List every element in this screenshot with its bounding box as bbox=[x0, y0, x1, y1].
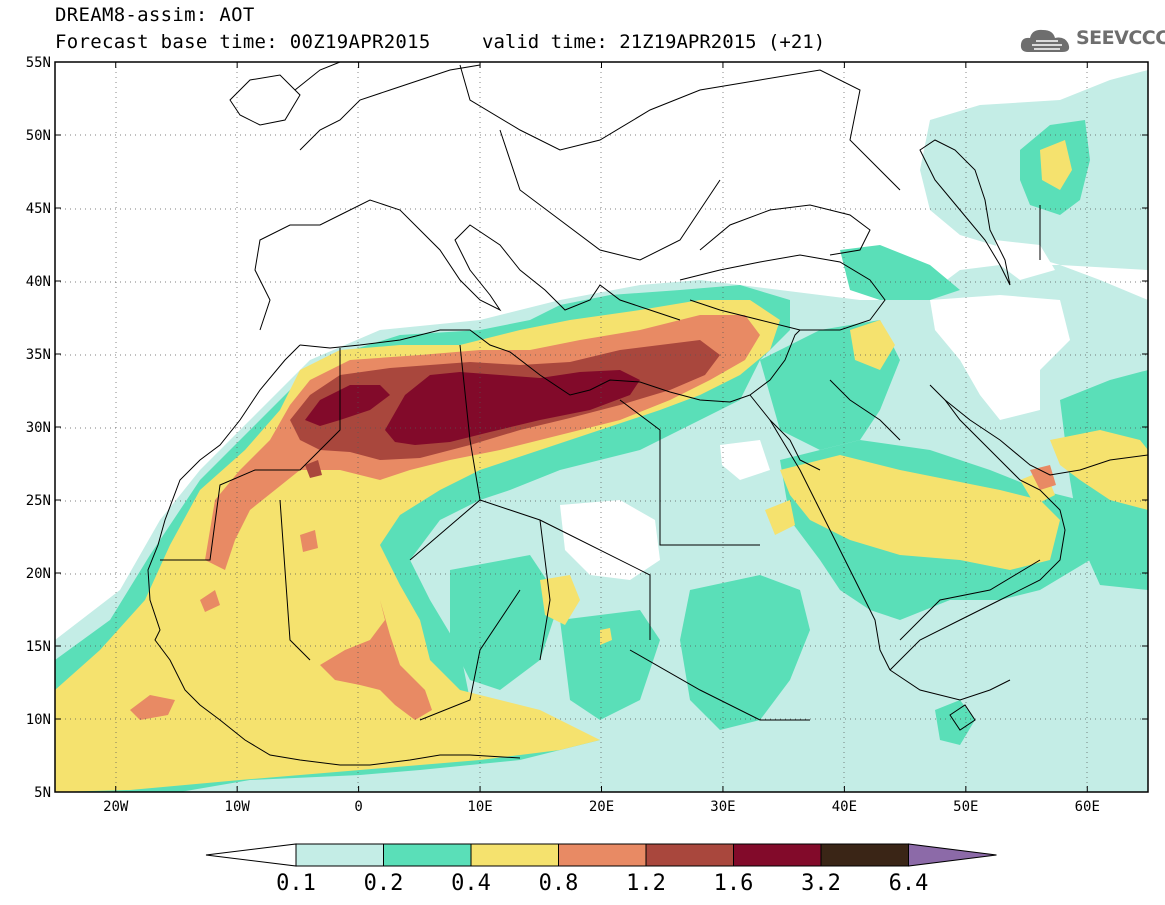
colorbar-segment bbox=[558, 843, 647, 867]
colorbar-label: 6.4 bbox=[889, 871, 929, 896]
colorbar-segment bbox=[470, 843, 559, 867]
lon-tick-label: 30E bbox=[710, 799, 735, 815]
colorbar: 0.1 0.2 0.4 0.8 1.2 1.6 3.2 6.4 bbox=[205, 843, 997, 896]
colorbar-extend-low bbox=[205, 843, 297, 867]
colorbar-label: 0.4 bbox=[451, 871, 491, 896]
lon-tick-label: 0 bbox=[354, 799, 362, 815]
colorbar-segment bbox=[295, 843, 384, 867]
lat-tick-label: 35N bbox=[26, 347, 51, 363]
lon-tick-label: 20E bbox=[589, 799, 614, 815]
lat-axis: 55N 50N 45N 40N 35N 30N 25N 20N 15N 10N 5N bbox=[26, 55, 51, 801]
lon-tick-label: 40E bbox=[832, 799, 857, 815]
colorbar-segment bbox=[733, 843, 822, 867]
colorbar-label: 3.2 bbox=[801, 871, 841, 896]
valid-time: valid time: 21Z19APR2015 (+21) bbox=[482, 31, 826, 53]
chart-title: DREAM8-assim: AOT bbox=[55, 4, 255, 26]
lat-tick-label: 55N bbox=[26, 55, 51, 71]
lat-tick-label: 10N bbox=[26, 712, 51, 728]
clear-areas bbox=[560, 240, 1070, 580]
lon-tick-label: 20W bbox=[103, 799, 129, 815]
cloud-icon bbox=[1020, 29, 1070, 52]
lon-tick-label: 50E bbox=[953, 799, 978, 815]
axis-ticks bbox=[55, 61, 1148, 793]
lon-tick-label: 60E bbox=[1075, 799, 1100, 815]
lat-tick-label: 5N bbox=[34, 785, 51, 801]
colorbar-segment bbox=[645, 843, 734, 867]
colorbar-extend-high bbox=[908, 843, 997, 867]
lat-tick-label: 30N bbox=[26, 420, 51, 436]
colorbar-label: 0.2 bbox=[364, 871, 404, 896]
colorbar-segment bbox=[820, 843, 909, 867]
seevccc-logo: SEEVCCC bbox=[1018, 24, 1165, 58]
colorbar-label: 1.2 bbox=[626, 871, 666, 896]
lat-tick-label: 20N bbox=[26, 566, 51, 582]
lon-tick-label: 10W bbox=[225, 799, 251, 815]
lat-tick-label: 50N bbox=[26, 128, 51, 144]
aot-level-1-6 bbox=[305, 370, 640, 445]
coastlines bbox=[147, 62, 1148, 766]
lat-tick-label: 40N bbox=[26, 274, 51, 290]
forecast-base-time: Forecast base time: 00Z19APR2015 bbox=[55, 31, 431, 53]
colorbar-label: 0.8 bbox=[539, 871, 579, 896]
lon-tick-label: 10E bbox=[467, 799, 492, 815]
lat-tick-label: 15N bbox=[26, 639, 51, 655]
logo-text: SEEVCCC bbox=[1076, 27, 1165, 49]
colorbar-segment bbox=[383, 843, 472, 867]
graticule bbox=[55, 62, 1148, 792]
colorbar-label: 1.6 bbox=[714, 871, 754, 896]
aot-field bbox=[55, 62, 1148, 792]
lat-tick-label: 45N bbox=[26, 201, 51, 217]
colorbar-label: 0.1 bbox=[276, 871, 316, 896]
lon-axis: 20W 10W 0 10E 20E 30E 40E 50E 60E bbox=[103, 799, 1100, 815]
lat-tick-label: 25N bbox=[26, 493, 51, 509]
